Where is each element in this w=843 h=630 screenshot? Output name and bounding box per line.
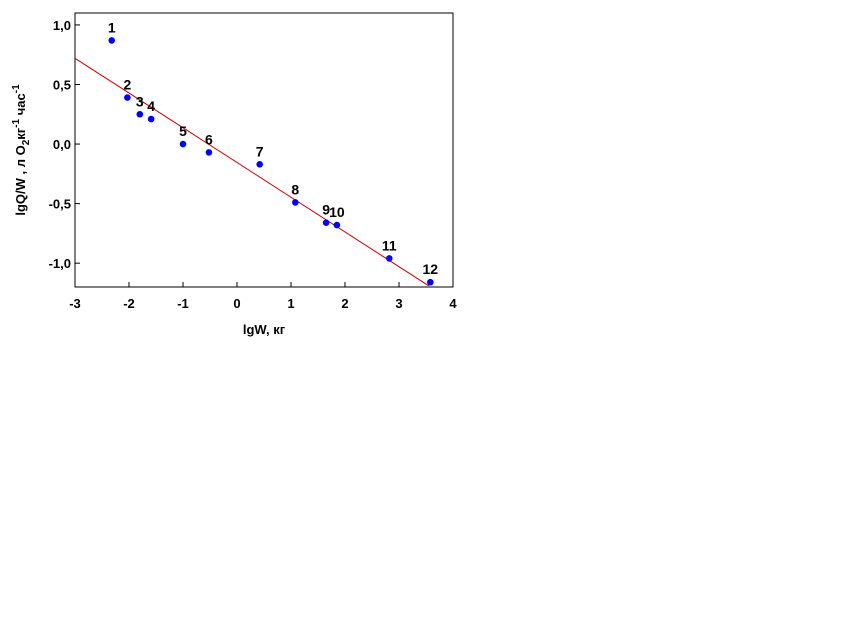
y-tick-label: -0,5 — [49, 197, 71, 212]
point-label: 1 — [108, 19, 116, 35]
y-axis-title-main: lgQ/W , л O — [13, 145, 28, 215]
data-point — [205, 149, 213, 156]
point-label: 4 — [147, 98, 155, 114]
x-tick-label: 4 — [449, 296, 457, 311]
data-point — [108, 37, 116, 44]
y-tick-label: 0,0 — [53, 137, 71, 152]
point-label: 2 — [123, 77, 131, 93]
point-label: 8 — [291, 181, 299, 197]
data-point — [256, 160, 263, 168]
x-tick-label: 2 — [341, 296, 348, 311]
y-axis-title-sub: 2 — [21, 139, 32, 145]
point-label: 7 — [256, 143, 264, 159]
y-tick-label: -1,0 — [49, 256, 71, 271]
data-point — [333, 221, 341, 229]
regression-line — [74, 57, 429, 287]
point-label: 9 — [322, 202, 330, 218]
point-label: 12 — [423, 261, 439, 277]
data-point — [124, 94, 131, 101]
data-point — [147, 115, 155, 123]
data-points — [108, 37, 434, 286]
regression-line-group — [74, 57, 429, 287]
point-label: 6 — [205, 131, 213, 147]
y-tick-label: 1,0 — [53, 18, 71, 33]
x-axis-title: lgW, кг — [243, 322, 286, 337]
data-point — [136, 110, 144, 118]
data-point — [322, 219, 330, 226]
x-tick-label: 1 — [287, 296, 294, 311]
y-axis-title-sup2: -1 — [11, 84, 22, 93]
y-tick-label: 0,5 — [53, 77, 71, 92]
data-point — [427, 278, 434, 286]
x-tick-label: 3 — [395, 296, 402, 311]
data-point — [385, 255, 393, 262]
y-axis-ticks: 1,0 0,5 0,0 -0,5 -1,0 — [49, 18, 80, 271]
x-tick-label: -2 — [123, 296, 135, 311]
y-axis-title: lgQ/W , л O2кг-1 час-1 — [11, 84, 32, 216]
data-point — [179, 140, 187, 148]
y-axis-title-unit: кг — [13, 127, 28, 140]
y-axis-title-hour: час — [13, 93, 28, 119]
plot-frame — [74, 12, 454, 288]
point-label: 11 — [382, 237, 397, 253]
x-tick-label: -3 — [69, 296, 81, 311]
data-point — [292, 199, 299, 206]
point-label: 3 — [136, 93, 144, 109]
point-label: 5 — [179, 123, 187, 139]
y-axis-title-sup1: -1 — [11, 118, 22, 127]
x-tick-label: 0 — [233, 296, 240, 311]
point-label: 10 — [329, 204, 345, 220]
x-axis-ticks: -3 -2 -1 0 1 2 3 4 — [69, 282, 457, 311]
x-tick-label: -1 — [177, 296, 189, 311]
